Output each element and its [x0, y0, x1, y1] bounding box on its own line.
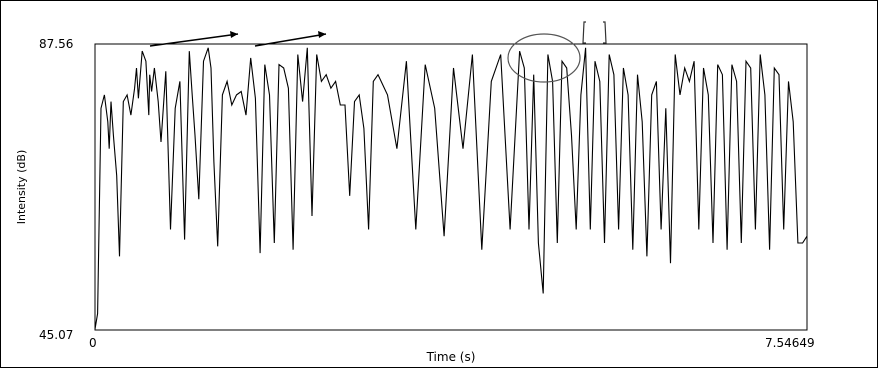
bracket-annotation [582, 21, 607, 44]
y-tick-label-top: 87.56 [39, 37, 73, 51]
annotations [149, 21, 607, 83]
arrow-annotation [254, 33, 327, 47]
arrow-annotation [149, 33, 239, 47]
plot-area [94, 43, 808, 331]
circle-annotation [507, 33, 581, 83]
arrow-head [318, 31, 326, 38]
x-tick-label-start: 0 [89, 336, 97, 350]
x-axis-title: Time (s) [426, 350, 476, 364]
intensity-series-line [94, 47, 808, 330]
y-axis-title: Intensity (dB) [15, 150, 28, 225]
arrow-head [230, 31, 238, 38]
y-tick-label-bottom: 45.07 [39, 328, 73, 342]
x-tick-label-end: 7.54649 [765, 336, 815, 350]
